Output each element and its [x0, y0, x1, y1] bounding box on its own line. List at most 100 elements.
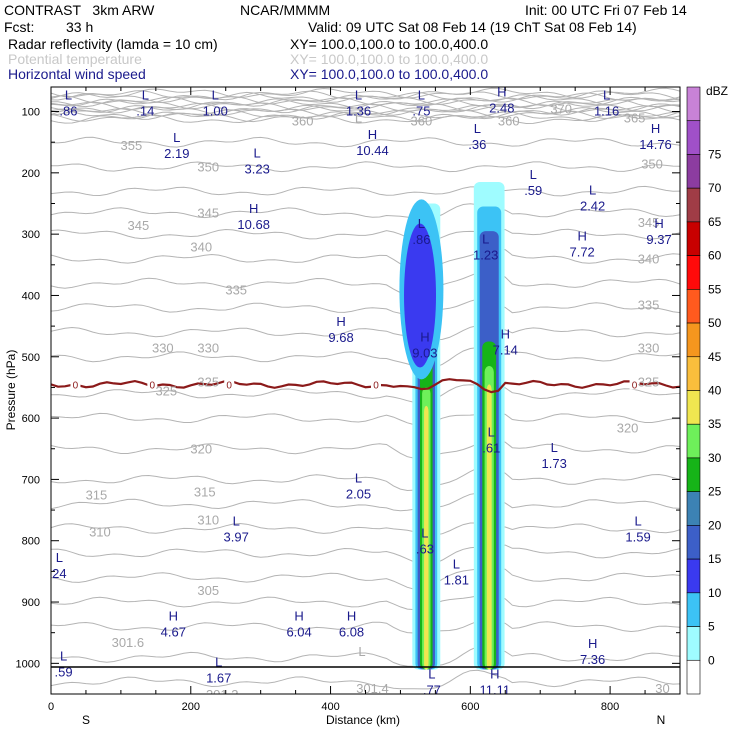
colorbar-swatch — [686, 626, 701, 661]
y-tick-label: 600 — [22, 413, 40, 425]
colorbar-unit: dBZ — [706, 84, 728, 98]
colorbar-label: 65 — [708, 215, 722, 229]
wind-extremum-value: 1.59 — [625, 529, 650, 544]
x-tick-label: 400 — [321, 701, 339, 713]
theta-contour-label: 325 — [638, 374, 660, 389]
colorbar-swatch — [686, 221, 701, 256]
theta-contour — [51, 136, 680, 148]
wind-extremum-type: L — [173, 130, 180, 145]
colorbar-swatch — [686, 558, 701, 594]
wind-extremum-type: L — [418, 87, 425, 102]
theta-contour-label: 360 — [411, 114, 433, 129]
theta-contour — [51, 161, 680, 173]
init-time: Init: 00 UTC Fri 07 Feb 14 — [525, 2, 687, 18]
wind-extremum-value: 7.72 — [569, 244, 594, 259]
theta-contour-label: 355 — [121, 138, 143, 153]
x-axis-title: Distance (km) — [326, 713, 400, 727]
wind-extremum-type: L — [488, 425, 495, 440]
theta-contour-label: 360 — [498, 114, 520, 129]
theta-contour — [51, 566, 680, 590]
wind-extremum-type: L — [355, 471, 362, 486]
theta-contour-label: 315 — [86, 488, 108, 503]
wind-extremum-value: .36 — [468, 137, 486, 152]
x-tick-label: 800 — [601, 701, 619, 713]
freezing-label-bg — [224, 378, 235, 390]
wind-extremum-type: H — [347, 608, 356, 623]
colorbar-label: 35 — [708, 417, 722, 431]
wind-extremum-type: H — [420, 330, 429, 345]
wind-extremum-value: 9.37 — [646, 232, 671, 247]
freezing-level-label: 0 — [150, 380, 156, 391]
wind-extremum-type: L — [551, 440, 558, 455]
wind-extremum-type: H — [497, 84, 506, 99]
colorbar-label: 15 — [708, 552, 722, 566]
y-tick-label: 400 — [22, 290, 40, 302]
wind-extremum-type: L — [421, 526, 428, 541]
forecast-hour: 33 h — [66, 19, 94, 35]
y-tick-label: 200 — [22, 168, 40, 180]
wind-extremum-type: L — [589, 182, 596, 197]
valid-time: Valid: 09 UTC Sat 08 Feb 14 (19 ChT Sat … — [308, 19, 637, 35]
x-tick-label: 0 — [48, 701, 54, 713]
reflectivity-cell-north — [486, 384, 492, 670]
theta-contour-label: 325 — [197, 374, 219, 389]
wind-extremum-value: 9.68 — [328, 330, 353, 345]
wind-extremum-value: .61 — [482, 441, 500, 456]
field-name-theta: Potential temperature — [8, 51, 142, 67]
wind-extremum-type: L — [428, 667, 435, 682]
colorbar-swatch — [686, 356, 701, 391]
theta-contour-label: 350 — [641, 157, 663, 172]
wind-extremum-type: H — [501, 326, 510, 341]
wind-extremum-value: 10.44 — [356, 143, 389, 158]
theta-contour — [51, 384, 680, 404]
wind-extremum-value: 1.00 — [203, 103, 228, 118]
wind-extremum-value: .59 — [524, 183, 542, 198]
y-tick-label: 800 — [22, 536, 40, 548]
theta-contour — [51, 325, 680, 341]
colorbar-swatch — [686, 120, 701, 155]
theta-contour — [51, 228, 680, 243]
colorbar-label: 45 — [708, 350, 722, 364]
wind-extremum-value: 3.23 — [245, 162, 270, 177]
colorbar-label: 25 — [708, 485, 722, 499]
field-name-wind: Horizontal wind speed — [8, 66, 146, 82]
wind-extremum-type: H — [588, 636, 597, 651]
field-name-reflectivity: Radar reflectivity (lamda = 10 cm) — [8, 36, 218, 52]
wind-extremum-value: 1.36 — [346, 103, 371, 118]
center-name: NCAR/MMMM — [240, 2, 331, 18]
field-xy-reflectivity: XY= 100.0,100.0 to 100.0,400.0 — [290, 36, 489, 52]
theta-contour — [51, 544, 680, 566]
colorbar-label: 10 — [708, 586, 722, 600]
wind-extremum-type: H — [336, 314, 345, 329]
freezing-level-line — [51, 378, 680, 394]
forecast-label: Fcst: — [4, 19, 35, 35]
theta-contour-label: 345 — [197, 206, 219, 221]
colorbar-label: 30 — [708, 451, 722, 465]
wind-extremum-value: 7.14 — [493, 342, 518, 357]
wind-extremum-value: 6.04 — [286, 624, 311, 639]
wind-extremum-value: .14 — [136, 103, 154, 118]
wind-extremum-value: 6.08 — [339, 624, 364, 639]
wind-extremum-value: 11.11 — [479, 683, 510, 698]
wind-extremum-value: 1.73 — [542, 456, 567, 471]
wind-extremum-type: L — [142, 87, 149, 102]
plot-frame — [50, 86, 681, 695]
colorbar-swatch — [686, 457, 701, 492]
theta-contour-label: 330 — [197, 341, 219, 356]
theta-contour — [51, 412, 680, 426]
theta-contour-label: 335 — [638, 298, 660, 313]
y-tick-label: 500 — [22, 352, 40, 364]
colorbar-swatch — [686, 592, 701, 627]
wind-extremum-type: L — [530, 167, 537, 182]
wind-extremum-type: L — [418, 216, 425, 231]
wind-extremum-type: H — [249, 201, 258, 216]
wind-extremum-type: H — [651, 121, 660, 136]
theta-contour-label: 310 — [197, 512, 219, 527]
theta-contour-label: 365 — [624, 111, 646, 126]
wind-extremum-type: H — [654, 216, 663, 231]
theta-contour-label: 330 — [152, 341, 174, 356]
north-label: N — [657, 713, 666, 727]
theta-contour — [51, 439, 680, 459]
freezing-level-label: 0 — [373, 380, 379, 391]
x-tick-label: 200 — [182, 701, 200, 713]
